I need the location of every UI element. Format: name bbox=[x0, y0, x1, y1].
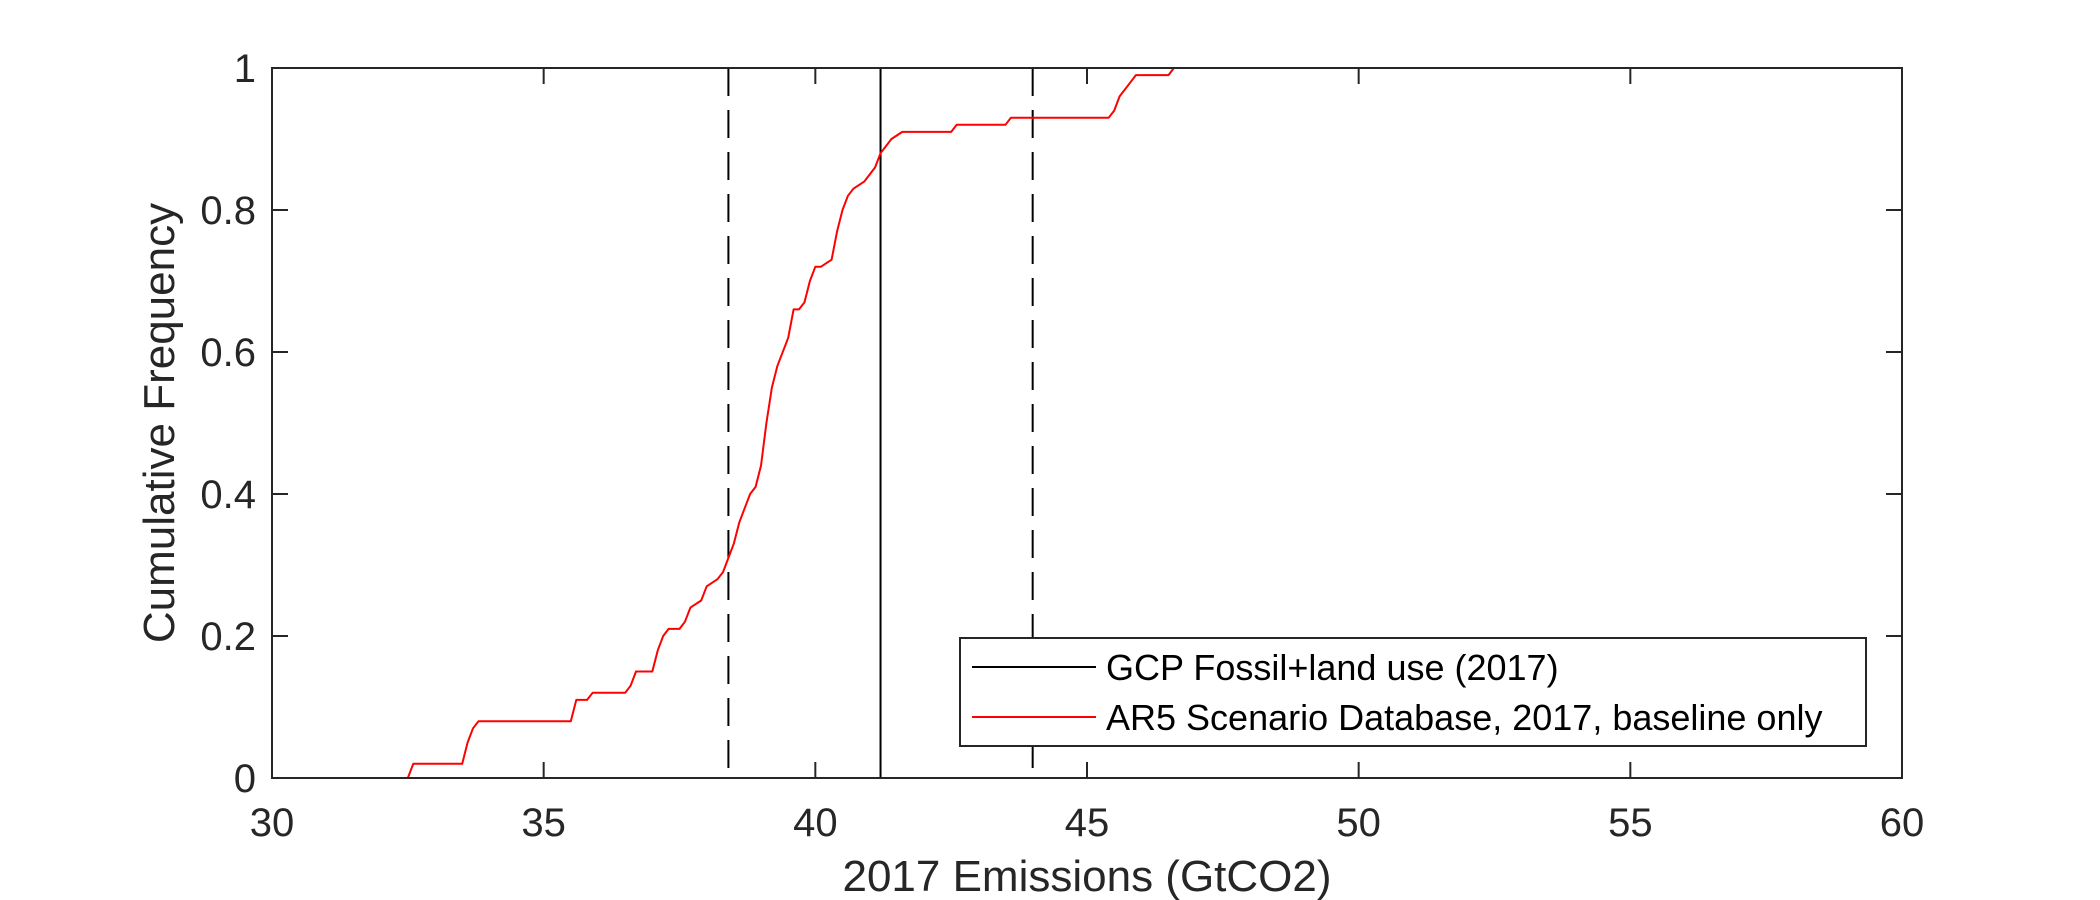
axis-ticks bbox=[271, 67, 1903, 779]
legend-label-ar5: AR5 Scenario Database, 2017, baseline on… bbox=[1106, 697, 1822, 738]
x-axis-title: 2017 Emissions (GtCO2) bbox=[842, 852, 1331, 900]
x-tick-label: 55 bbox=[1608, 801, 1653, 845]
series-layer bbox=[272, 67, 1902, 779]
x-tick-label: 45 bbox=[1065, 801, 1110, 845]
x-tick-label: 60 bbox=[1880, 801, 1925, 845]
x-tick-label: 30 bbox=[250, 801, 295, 845]
y-tick-label: 0.2 bbox=[200, 615, 256, 659]
x-tick-label: 40 bbox=[793, 801, 838, 845]
y-tick-label: 0.6 bbox=[200, 331, 256, 375]
y-axis-title: Cumulative Frequency bbox=[135, 203, 184, 643]
legend-box bbox=[959, 637, 1867, 747]
y-tick-label: 1 bbox=[234, 47, 256, 91]
x-tick-label: 50 bbox=[1336, 801, 1381, 845]
series-line-ar5 bbox=[272, 67, 1902, 779]
legend: GCP Fossil+land use (2017) AR5 Scenario … bbox=[959, 637, 1867, 747]
legend-label-gcp: GCP Fossil+land use (2017) bbox=[1106, 647, 1559, 688]
y-tick-label: 0.8 bbox=[200, 189, 256, 233]
axis-tick-labels: 30 35 40 45 50 55 60 0 0.2 0.4 0.6 0.8 1 bbox=[200, 47, 1924, 845]
y-tick-label: 0 bbox=[234, 757, 256, 801]
y-tick-label: 0.4 bbox=[200, 473, 256, 517]
x-tick-label: 35 bbox=[521, 801, 566, 845]
